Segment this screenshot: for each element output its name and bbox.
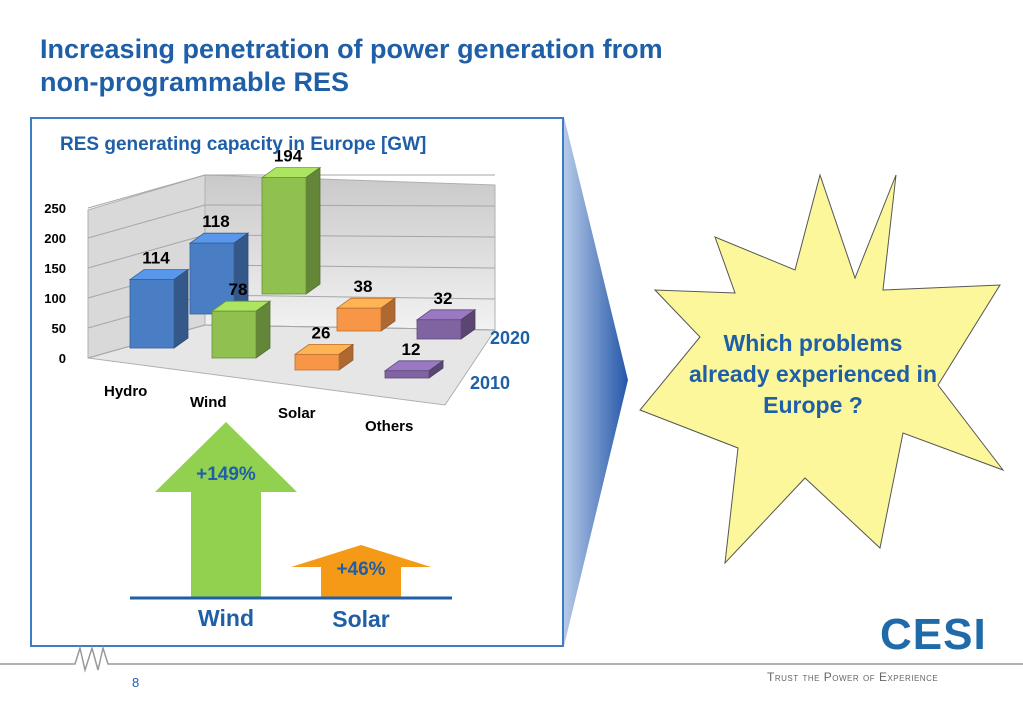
x-tick-label-hydro: Hydro: [104, 383, 147, 400]
bar-2020-wind-label: 194: [274, 147, 303, 166]
y-tick-label: 150: [44, 261, 66, 276]
bar-2010-others-front: [384, 370, 430, 379]
y-tick-label: 50: [52, 321, 66, 336]
gridline-back: [204, 264, 496, 269]
bar-2010-others: 12: [383, 340, 445, 379]
gridline-side: [87, 204, 206, 239]
slide-title-line1: Increasing penetration of power generati…: [40, 34, 663, 64]
gridline-side: [87, 174, 206, 209]
bar-2010-hydro-side: [173, 268, 189, 349]
bar-2010-wind-side: [255, 300, 271, 359]
connector-arrow: [564, 117, 628, 646]
y-tick-label: 250: [44, 201, 66, 216]
bar-2020-wind-front: [261, 177, 307, 295]
bar-2010-hydro-front: [129, 279, 175, 349]
bar-2010-others-label: 12: [402, 340, 421, 359]
bar-2020-solar: 38: [335, 277, 397, 332]
question-text: Which problems already experienced in Eu…: [688, 330, 937, 418]
slide-title: Increasing penetration of power generati…: [40, 33, 800, 99]
growth-category-solar: Solar: [332, 606, 390, 632]
footer-line: [0, 645, 1023, 673]
wind-growth-arrow: [155, 422, 297, 597]
y-tick-label: 100: [44, 291, 66, 306]
slide-title-line2: non-programmable RES: [40, 67, 350, 97]
gridline-back: [204, 294, 496, 300]
bar-2010-hydro-label: 114: [142, 249, 170, 268]
chart-y-axis: 0 50 100 150 200 250: [44, 201, 66, 366]
x-tick-label-wind: Wind: [190, 394, 227, 411]
y-tick-label: 200: [44, 231, 66, 246]
bar-2010-wind-label: 78: [229, 280, 248, 299]
bar-2010-hydro: 114: [128, 249, 190, 349]
tagline: Trust the Power of Experience: [767, 670, 939, 684]
cesi-logo: CESI: [880, 610, 987, 659]
bar-2010-solar-label: 26: [312, 323, 331, 342]
solar-growth-arrow: [291, 545, 431, 597]
bar-2010-solar: 26: [293, 323, 355, 371]
bar-2020-wind: 194: [260, 147, 322, 295]
bar-2020-wind-side: [305, 166, 321, 295]
bar-2010-solar-front: [294, 353, 340, 371]
chart-x-axis: Hydro Wind Solar Others: [104, 383, 413, 435]
gridline-back: [204, 204, 496, 207]
legend-2020: 2020: [490, 328, 530, 348]
wind-growth-label: +149%: [196, 464, 256, 485]
gridline-back: [204, 234, 496, 238]
growth-category-wind: Wind: [198, 605, 254, 631]
bar-2010-wind-front: [211, 310, 257, 359]
page-number: 8: [132, 675, 140, 690]
chart-title: RES generating capacity in Europe [GW]: [60, 134, 427, 155]
solar-growth-label: +46%: [336, 559, 385, 580]
bar-2020-others: 32: [415, 289, 477, 340]
y-tick-label: 0: [59, 351, 66, 366]
bar-2020-hydro-label: 118: [202, 212, 229, 231]
bar-2020-others-front: [416, 319, 462, 340]
x-tick-label-others: Others: [365, 418, 413, 435]
bar-2010-wind: 78: [210, 280, 272, 359]
question-burst: [639, 173, 1005, 565]
bar-2020-others-label: 32: [434, 289, 453, 308]
chart-bars: 118 194 38 32 114 78 26 12: [128, 147, 477, 379]
legend-2010: 2010: [470, 373, 510, 393]
bar-2020-solar-front: [336, 307, 382, 332]
x-tick-label-solar: Solar: [278, 405, 316, 422]
bar-2020-solar-label: 38: [354, 277, 373, 296]
gridline-side: [87, 234, 206, 269]
